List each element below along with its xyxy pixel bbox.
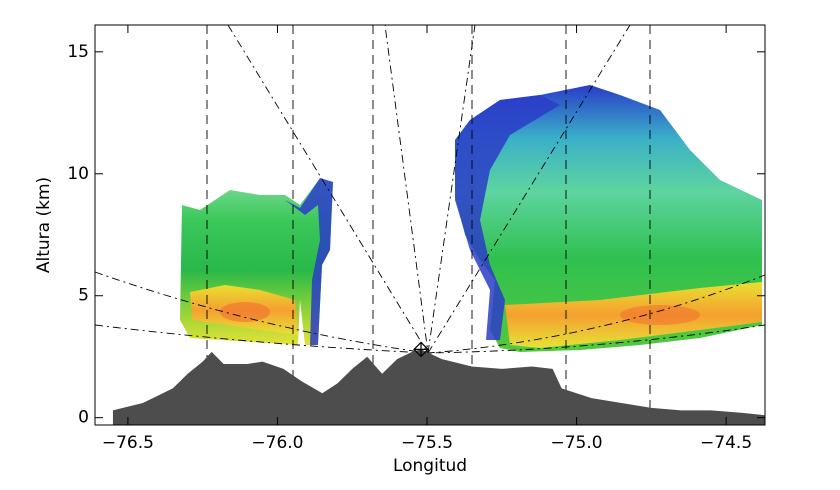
y-tick-label: 15: [67, 42, 89, 62]
radar-marker: [413, 341, 429, 358]
y-axis-title: Altura (km): [34, 177, 54, 273]
echo-right: [455, 85, 762, 352]
x-tick-label: −75.5: [401, 433, 453, 453]
terrain: [112, 349, 766, 425]
x-tick-label: −75.0: [551, 433, 603, 453]
axes-frame: [94, 24, 766, 426]
x-tick-label: −76.0: [251, 433, 303, 453]
x-tick-label: −74.5: [700, 433, 752, 453]
y-tick-label: 5: [78, 286, 89, 306]
echo-left: [180, 178, 333, 345]
plot-area: [112, 341, 766, 425]
x-axis-title: Longitud: [393, 456, 467, 476]
y-tick-label: 10: [67, 164, 89, 184]
y-tick-label: 0: [78, 408, 89, 428]
x-tick-label: −76.5: [102, 433, 154, 453]
